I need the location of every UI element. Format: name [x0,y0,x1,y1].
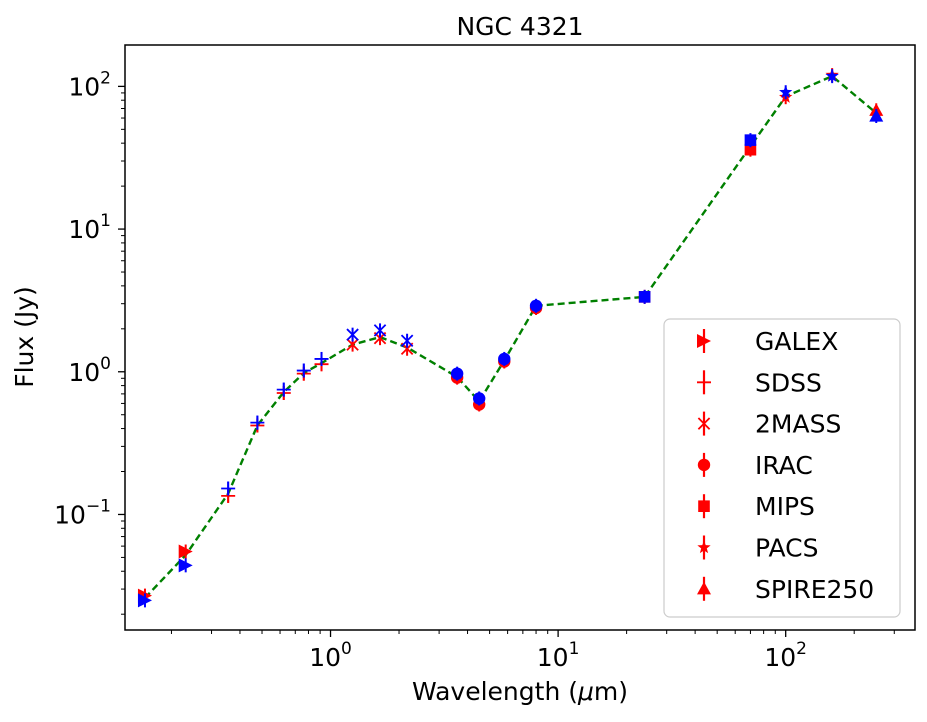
legend-spire250-label: SPIRE250 [755,575,874,604]
legend-spire250-marker [697,581,711,595]
legend-irac-label: IRAC [755,451,813,480]
legend-galex-label: GALEX [755,327,838,356]
sdss-model-point [221,481,236,496]
irac-model-point [450,367,464,380]
pacs-model-point [825,69,839,82]
legend-2mass-label: 2MASS [755,410,841,439]
y-axis-label: Flux (Jy) [10,286,39,388]
galex-observed-point [178,544,193,559]
legend-items: GALEX SDSS 2MASS IRAC MIPS PACS SPIRE250 [697,327,874,604]
mips-observed-point [744,143,757,156]
legend-pacs-marker [697,540,711,554]
2mass-model-point [400,334,414,347]
pacs-model-point [779,85,793,98]
2mass-model-point [373,324,387,337]
legend-pacs-label: PACS [755,534,818,563]
legend-galex-marker [697,334,711,348]
x-axis-label: Wavelength (μm) [412,677,628,706]
legend-2mass-marker [697,417,711,430]
irac-model-point [529,299,543,312]
chart-title: NGC 4321 [456,12,583,41]
legend-sdss-marker [697,375,711,390]
legend-irac-marker [697,458,711,472]
irac-model-point [498,352,511,366]
x-tick-label: 102 [764,639,807,672]
sdss-model-point [314,351,329,366]
y-tick-label: 102 [68,68,111,101]
plot-frame [124,44,916,631]
sdss-model-point [250,415,265,430]
2mass-model-point [346,328,359,341]
marks-layer [137,68,884,608]
legend-mips-label: MIPS [755,492,815,521]
galex-model-point [137,593,152,608]
legend: GALEX SDSS 2MASS IRAC MIPS PACS SPIRE250 [663,318,901,618]
legend-mips-marker [698,500,710,512]
irac-model-point [472,392,486,405]
sdss-model-point [296,363,311,378]
galex-model-point [178,558,193,573]
legend-box [663,318,901,618]
legend-sdss-label: SDSS [755,368,822,397]
y-tick-label: 10−1 [54,496,111,529]
spire250-model-point [869,109,884,122]
y-tick-label: 100 [68,354,111,387]
x-tick-label: 100 [309,639,352,672]
2mass-observed-point [346,338,359,351]
sdss-model-point [276,382,291,397]
axis-ticks: 100 101 102 10−1 100 101 102 [54,68,895,672]
mips-model-point [638,291,651,303]
mips-model-point [744,134,757,146]
y-tick-label: 101 [68,211,111,244]
x-tick-label: 101 [537,639,580,672]
